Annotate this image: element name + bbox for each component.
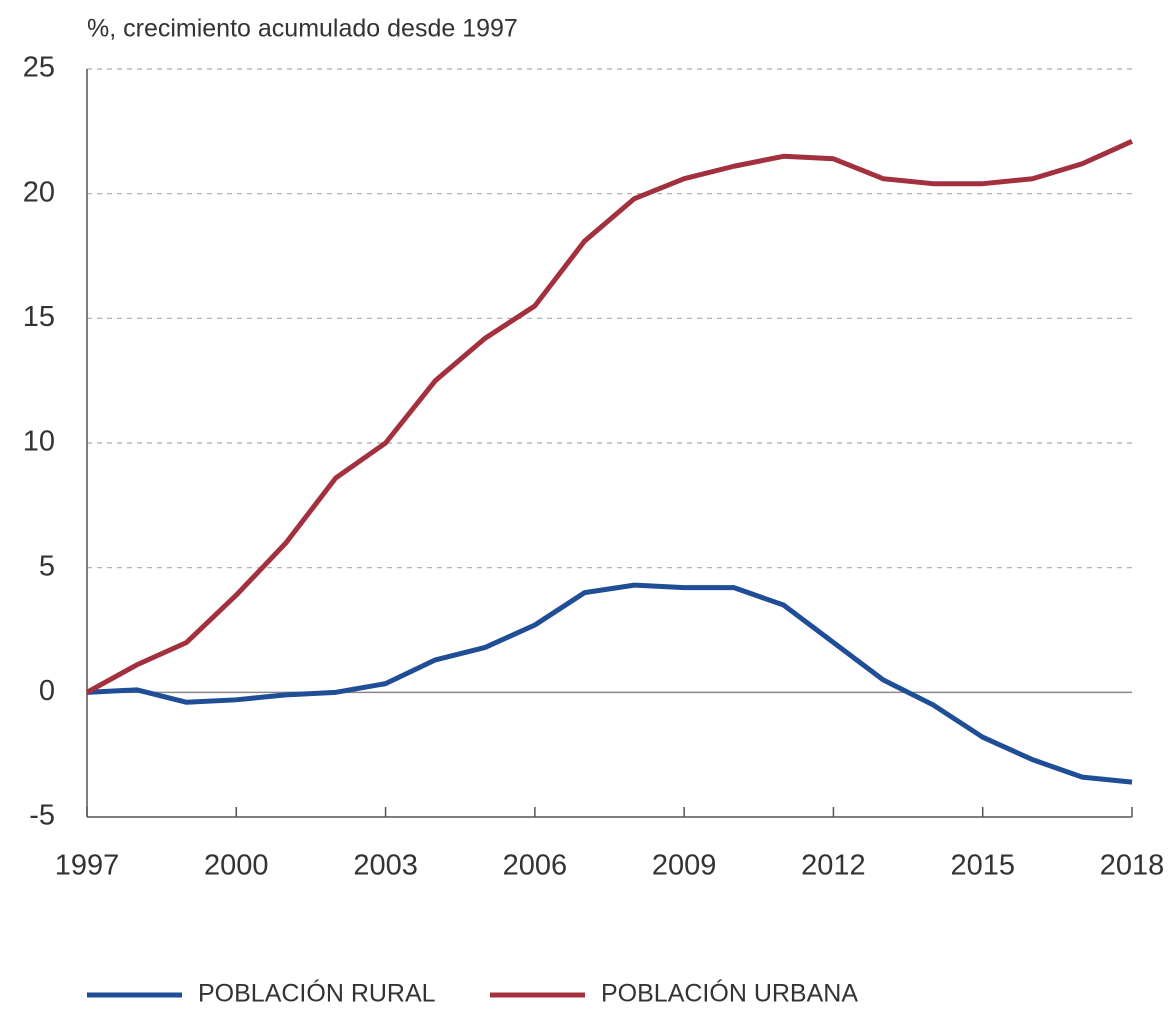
y-tick-label: 5 [39,550,55,582]
x-tick-label: 2018 [1100,850,1165,882]
x-tick-label: 2006 [503,850,568,882]
legend-label: POBLACIÓN RURAL [198,979,436,1008]
chart-title: %, crecimiento acumulado desde 1997 [87,15,518,43]
x-tick-label: 2015 [950,850,1015,882]
y-tick-label: 25 [23,52,55,84]
y-tick-label: 0 [39,675,55,707]
y-tick-label: 10 [23,426,55,458]
y-tick-label: 20 [23,176,55,208]
x-tick-label: 1997 [55,850,120,882]
y-tick-label: -5 [29,800,55,832]
x-tick-label: 2000 [204,850,269,882]
y-tick-label: 15 [23,301,55,333]
series-line [85,139,1134,695]
x-tick-label: 2003 [353,850,418,882]
legend-label: POBLACIÓN URBANA [601,979,858,1008]
series-line [86,582,1133,785]
x-tick-label: 2009 [652,850,717,882]
x-tick-label: 2012 [801,850,866,882]
